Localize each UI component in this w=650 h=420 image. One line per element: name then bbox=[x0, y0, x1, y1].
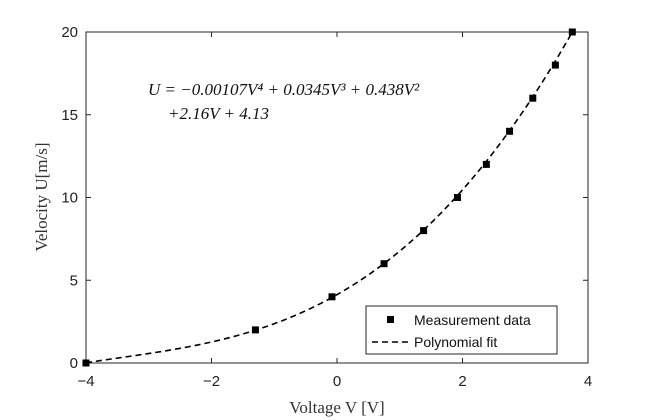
data-point bbox=[82, 359, 90, 367]
legend-label-measurement: Measurement data bbox=[414, 312, 531, 328]
data-point bbox=[506, 127, 514, 135]
data-point bbox=[482, 160, 490, 168]
equation-line-2: +2.16V + 4.13 bbox=[168, 104, 269, 123]
y-tick-label: 5 bbox=[70, 272, 78, 289]
legend-box bbox=[365, 305, 558, 355]
y-axis-label: Velocity U[m/s] bbox=[32, 142, 51, 251]
x-tick-label: −2 bbox=[203, 373, 220, 390]
legend-marker-icon bbox=[387, 316, 394, 323]
legend: Measurement data Polynomial fit bbox=[365, 305, 558, 355]
data-point bbox=[380, 260, 388, 268]
y-tick-label: 15 bbox=[61, 107, 78, 124]
axis-tick-labels: −4 −2 0 2 4 0 5 10 15 20 bbox=[61, 24, 592, 390]
legend-label-fit: Polynomial fit bbox=[414, 334, 497, 350]
data-point bbox=[568, 28, 576, 36]
y-tick-label: 10 bbox=[61, 190, 78, 207]
x-tick-label: −4 bbox=[77, 373, 94, 390]
x-tick-label: 0 bbox=[333, 373, 341, 390]
data-point bbox=[551, 61, 559, 69]
data-point bbox=[420, 227, 428, 235]
data-point bbox=[453, 194, 461, 201]
data-point bbox=[251, 326, 259, 334]
x-axis-label: Voltage V [V] bbox=[289, 398, 384, 417]
y-tick-label: 0 bbox=[70, 355, 78, 372]
y-tick-label: 20 bbox=[61, 24, 78, 41]
measurement-markers bbox=[82, 28, 576, 367]
data-point bbox=[328, 293, 336, 301]
axis-ticks bbox=[85, 31, 589, 364]
x-tick-label: 2 bbox=[458, 373, 466, 390]
x-tick-label: 4 bbox=[584, 373, 592, 390]
equation-line-1: U = −0.00107V⁴ + 0.0345V³ + 0.438V² bbox=[148, 80, 420, 99]
data-point bbox=[529, 94, 537, 102]
